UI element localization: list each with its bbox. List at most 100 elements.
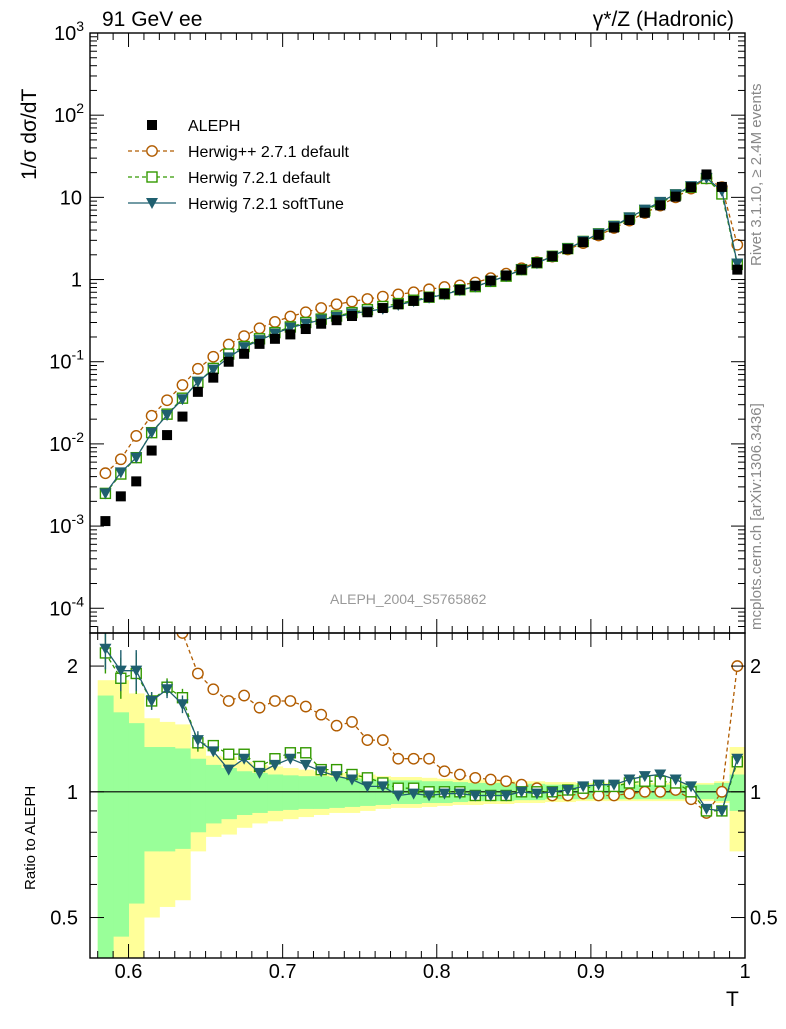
herwigpp-point: [253, 322, 266, 335]
herwigpp-ratio-point: [238, 689, 251, 702]
x-tick-label: 0.9: [577, 961, 605, 983]
aleph-data-point: [347, 311, 357, 322]
herwig7-softtune-point: [176, 394, 189, 406]
band-inner: [298, 776, 314, 809]
y-tick-label-base: 10: [49, 352, 71, 374]
herwig7-softtune-ratio-point: [469, 790, 482, 802]
x-axis-label: T: [726, 988, 739, 1011]
aleph-data-point: [732, 264, 743, 275]
aleph-data-point: [393, 299, 404, 310]
herwigpp-point: [161, 394, 173, 407]
herwigpp-point: [284, 310, 297, 323]
herwigpp-ratio-point: [330, 719, 343, 732]
herwigpp-point: [376, 290, 389, 303]
herwig7-softtune-point: [145, 427, 158, 439]
process-label: γ*/Z (Hadronic): [592, 8, 734, 31]
herwigpp-point: [207, 350, 220, 363]
y-tick-label-exponent: -2: [72, 429, 85, 445]
band-inner: [221, 768, 237, 820]
aleph-data-point: [131, 476, 142, 487]
aleph-data-point: [223, 356, 234, 367]
aleph-data-point: [516, 264, 527, 275]
herwigpp-ratio-point: [299, 700, 312, 713]
rivet-version-label: Rivet 3.1.10, ≥ 2.4M events: [748, 83, 765, 267]
ratio-y-tick-label-right: 2: [750, 656, 761, 678]
aleph-data-point: [609, 222, 619, 233]
band-inner: [282, 775, 299, 810]
herwig7-softtune-ratio-point: [700, 803, 713, 815]
y-tick-label-exponent: -1: [72, 347, 85, 363]
herwig7-softtune-ratio-point: [731, 753, 744, 765]
herwig7-softtune-ratio-point: [561, 784, 574, 796]
herwigpp-point: [176, 379, 189, 391]
aleph-data-point: [192, 386, 203, 397]
aleph-data-point: [716, 181, 727, 192]
herwig7-softtune-ratio-point: [191, 735, 204, 747]
analysis-id-label: ALEPH_2004_S5765862: [330, 591, 487, 607]
legend-label-herwig7-default: Herwig 7.2.1 default: [188, 170, 331, 187]
aleph-data-point: [470, 280, 481, 291]
y-tick-label-base: 10: [49, 598, 71, 620]
legend-marker-herwigpp: [146, 145, 158, 157]
herwigpp-ratio-point: [469, 771, 482, 784]
herwig7-softtune-ratio-point: [253, 767, 266, 779]
herwigpp-ratio-point: [715, 785, 728, 798]
aleph-data-point: [454, 284, 465, 295]
herwig7-softtune-point: [207, 364, 220, 376]
herwig7-softtune-ratio-point: [299, 759, 312, 771]
ratio-y-tick-label-right: 1: [750, 782, 761, 804]
x-tick-label: 1: [739, 961, 750, 983]
y-tick-label-base: 10: [54, 23, 76, 45]
herwigpp-ratio-point: [438, 765, 451, 778]
y-tick-label-exponent: 2: [76, 100, 84, 116]
herwigpp-ratio-point: [191, 667, 204, 680]
herwigpp-ratio-point: [346, 716, 358, 728]
ratio-y-tick-label: 2: [67, 656, 78, 678]
herwigpp-ratio-point: [284, 695, 297, 707]
herwig7-softtune-ratio-point: [207, 746, 220, 758]
band-inner: [190, 758, 207, 833]
herwig7-softtune-ratio-point: [654, 769, 667, 781]
ratio-frame: [89, 632, 746, 959]
aleph-data-point: [639, 207, 650, 218]
aleph-data-point: [547, 251, 558, 262]
aleph-data-point: [254, 338, 265, 349]
band-inner: [113, 712, 130, 937]
band-inner: [205, 764, 222, 824]
herwig7-softtune-point: [284, 322, 297, 334]
y-tick-label-base: 10: [49, 434, 71, 456]
herwig7-softtune-ratio-point: [145, 695, 158, 707]
herwig7-softtune-ratio-point: [222, 764, 235, 776]
y-tick-label: 10-3: [49, 511, 84, 538]
aleph-data-point: [285, 329, 296, 340]
herwig7-softtune-ratio-point: [238, 753, 251, 765]
y-tick-label: 10: [60, 187, 82, 209]
herwigpp-ratio-point: [500, 775, 513, 788]
herwigpp-point: [299, 306, 312, 319]
aleph-data-point: [146, 445, 157, 456]
aleph-data-point: [208, 372, 219, 383]
y-tick-label: 10-1: [49, 347, 84, 374]
aleph-data-point: [562, 244, 573, 255]
aleph-data-point: [115, 491, 126, 502]
y-tick-label-exponent: 3: [76, 18, 84, 34]
y-tick-label-exponent: -4: [72, 593, 85, 609]
y-tick-label-base: 10: [49, 516, 71, 538]
aleph-data-point: [593, 229, 604, 240]
ratio-panel: [90, 633, 745, 958]
herwigpp-ratio-point: [453, 768, 466, 781]
herwig7-softtune-ratio-point: [484, 790, 497, 802]
aleph-data-point: [377, 303, 388, 314]
herwigpp-ratio-point: [407, 752, 420, 765]
aleph-data-point: [362, 307, 373, 318]
aleph-data-point: [177, 411, 188, 422]
energy-label: 91 GeV ee: [102, 8, 203, 31]
ratio-y-tick-label-right: 0.5: [750, 908, 778, 930]
herwigpp-ratio-point: [361, 734, 374, 746]
herwig7-default-ratio-point: [300, 747, 312, 759]
aleph-data-point: [408, 295, 419, 306]
herwig7-softtune-point: [191, 376, 204, 388]
aleph-data-point: [624, 215, 635, 226]
band-inner: [729, 774, 745, 811]
